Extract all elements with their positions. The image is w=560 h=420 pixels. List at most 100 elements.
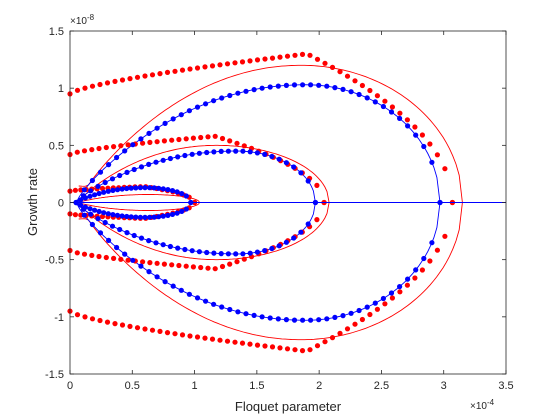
data-point-6-lower-42 [382,301,388,307]
y-tick-label-6: 1.5 [49,26,64,38]
data-point-7-lower-24 [241,256,247,262]
data-point-7-upper-6 [111,144,117,150]
data-point-11-lower-6 [101,210,107,216]
data-point-10-lower-5 [109,223,116,229]
data-point-9-upper-36 [364,95,370,101]
data-point-10-lower-2 [88,211,94,217]
data-point-10-upper-26 [262,151,268,157]
data-point-9-lower-7 [130,257,136,263]
x-tick-label-1: 0.5 [125,380,140,392]
data-point-6-lower-45 [404,282,410,288]
data-point-9-upper-9 [146,130,152,136]
x-tick-label-5: 2.5 [374,380,389,392]
data-point-11-upper-22 [174,189,180,195]
data-point-11-lower-20 [165,212,171,218]
data-point-10-upper-23 [240,148,246,154]
data-point-6-lower-38 [352,321,358,327]
data-point-9-upper-23 [259,85,265,91]
data-point-6-upper-33 [314,56,321,62]
data-point-7-lower-5 [103,254,109,261]
data-point-10-lower-17 [196,249,202,255]
data-point-10-lower-21 [225,251,231,257]
data-point-10-lower-9 [138,235,145,241]
data-point-6-lower-16 [187,333,193,339]
data-point-9-upper-25 [275,83,281,89]
data-point-10-lower-6 [117,226,123,233]
data-point-9-lower-42 [413,267,419,273]
data-point-7-upper-2 [81,148,88,154]
data-point-7-upper-3 [89,147,95,153]
data-point-10-upper-12 [160,157,166,163]
data-point-6-upper-32 [307,52,313,58]
data-point-6-lower-11 [149,327,156,333]
data-point-7-lower-2 [81,251,88,257]
data-point-11-lower-19 [160,213,166,219]
data-point-6-lower-36 [337,330,343,336]
data-point-9-upper-29 [308,82,314,88]
data-point-7-upper-22 [227,138,233,144]
data-point-9-upper-43 [421,143,427,150]
data-point-6-upper-42 [382,98,388,104]
data-point-11-lower-2 [82,204,88,210]
y-exponent-base: ×10 [70,16,87,27]
data-point-6-lower-35 [329,335,336,341]
data-point-6-lower-14 [172,331,178,337]
data-point-11-lower-15 [142,214,148,220]
data-point-9-lower-43 [421,255,427,262]
data-point-9-lower-5 [114,244,120,251]
data-point-6-upper-13 [164,69,171,75]
data-point-6-lower-12 [157,328,163,334]
data-point-6-upper-24 [247,58,253,64]
data-point-7-lower-21 [219,263,226,270]
data-point-7-upper-24 [241,143,247,149]
data-point-6-upper-22 [232,60,238,66]
data-point-11-upper-9 [114,187,121,193]
data-point-7-lower-8 [125,257,131,263]
data-point-6-upper-2 [82,85,88,91]
data-point-6-upper-19 [209,63,216,69]
data-point-10-lower-27 [269,245,275,252]
data-point-11-lower-7 [105,211,111,217]
data-point-7-lower-15 [176,262,182,269]
data-point-11-upper-15 [142,185,148,191]
data-point-11-lower-22 [174,210,180,216]
data-point-10-upper-8 [131,166,137,173]
data-point-10-lower-11 [153,240,159,246]
data-point-6-lower-28 [277,345,283,351]
data-point-6-lower-20 [217,337,223,343]
data-point-7-upper-10 [140,140,146,146]
data-point-11-upper-13 [133,185,139,191]
data-point-9-lower-18 [219,304,225,310]
data-point-11-lower-12 [128,214,134,220]
data-point-6-lower-49 [434,247,440,253]
data-point-10-lower-15 [182,246,188,253]
data-point-11-lower-24 [183,206,189,212]
data-point-10-lower-29 [283,239,289,245]
data-point-7-upper-1 [74,149,80,155]
data-point-9-upper-6 [122,148,128,154]
data-point-9-upper-21 [243,88,249,94]
data-point-6-upper-6 [112,78,118,84]
x-tick-label-4: 2 [316,380,322,392]
data-point-9-lower-41 [405,276,411,282]
data-point-9-upper-18 [219,95,225,101]
data-point-7-upper-5 [103,144,109,151]
data-point-11-lower-14 [137,214,143,220]
data-point-9-upper-38 [380,103,386,110]
data-point-6-upper-39 [359,82,365,89]
data-point-10-upper-21 [225,148,231,154]
data-point-7-upper-4 [96,145,102,152]
y-tick-label-5: 1 [58,83,64,95]
data-point-10-lower-25 [254,249,260,255]
data-point-6-upper-48 [427,141,433,147]
data-point-7-lower-4 [96,253,102,260]
data-point-9-upper-22 [251,87,257,93]
data-point-9-lower-30 [316,317,322,323]
data-point-10-lower-32 [305,221,311,227]
data-point-6-lower-25 [254,342,261,348]
data-point-10-lower-3 [95,216,101,222]
data-point-9-upper-15 [194,104,201,110]
data-point-9-lower-6 [122,251,128,257]
data-point-7-lower-16 [183,263,189,269]
